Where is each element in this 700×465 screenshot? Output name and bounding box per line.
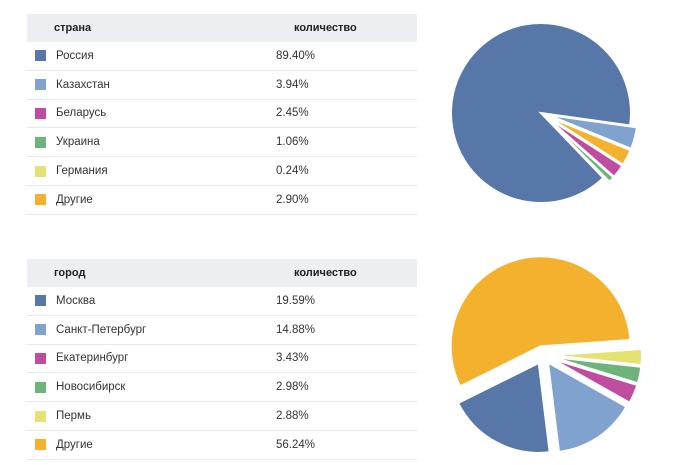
pie-slice-Другие[interactable] xyxy=(449,255,632,388)
table-row: Москва 19.59% xyxy=(27,287,417,316)
row-name: Россия xyxy=(56,49,94,62)
pie-slice-Санкт-Петербург[interactable] xyxy=(546,360,628,453)
legend-swatch xyxy=(35,295,46,307)
legend-swatch xyxy=(35,324,46,336)
row-value: 3.43% xyxy=(276,352,309,365)
row-value: 89.40% xyxy=(276,49,316,62)
row-value: 2.98% xyxy=(276,381,309,394)
country-pie-chart xyxy=(450,22,639,204)
legend-swatch xyxy=(35,107,46,119)
row-value: 19.59% xyxy=(276,294,316,307)
column-header-count[interactable]: количество xyxy=(294,267,357,279)
row-value: 0.24% xyxy=(276,165,309,178)
pie-slice-Другие[interactable] xyxy=(546,115,632,167)
table-row: Россия 89.40% xyxy=(27,42,417,71)
legend-swatch xyxy=(35,79,46,91)
pie-slice-Казахстан[interactable] xyxy=(547,113,639,151)
pie-slice-Новосибирск[interactable] xyxy=(551,355,643,385)
table-row: Новосибирск 2.98% xyxy=(27,373,417,403)
column-header-country[interactable]: страна xyxy=(54,22,92,34)
row-name: Украина xyxy=(56,136,100,149)
legend-swatch xyxy=(35,439,46,451)
row-name: Другие xyxy=(56,438,93,451)
row-value: 56.24% xyxy=(276,438,316,451)
row-value: 3.94% xyxy=(276,78,309,91)
column-header-city[interactable]: город xyxy=(54,267,86,279)
table-header: город количество xyxy=(27,259,417,287)
pie-slice-Екатеринбург[interactable] xyxy=(550,357,639,405)
table-row: Пермь 2.88% xyxy=(27,402,417,431)
legend-swatch xyxy=(35,165,46,177)
table-row: Другие 2.90% xyxy=(27,186,417,215)
legend-swatch xyxy=(35,381,46,393)
table-row: Казахстан 3.94% xyxy=(27,71,417,100)
table-row: Санкт-Петербург 14.88% xyxy=(27,316,417,345)
table-header: страна количество xyxy=(27,14,417,42)
row-name: Другие xyxy=(56,193,93,206)
country-table: страна количество Россия 89.40% Казахста… xyxy=(27,14,417,215)
row-name: Пермь xyxy=(56,410,91,423)
row-name: Беларусь xyxy=(56,107,107,120)
table-row: Германия 0.24% xyxy=(27,157,417,186)
legend-swatch xyxy=(35,352,46,364)
legend-swatch xyxy=(35,410,46,422)
pie-slice-Россия[interactable] xyxy=(450,22,632,204)
city-pie-chart xyxy=(449,255,643,454)
table-row: Другие 56.24% xyxy=(27,431,417,460)
row-value: 1.06% xyxy=(276,136,309,149)
table-row: Беларусь 2.45% xyxy=(27,100,417,129)
row-name: Москва xyxy=(56,294,96,307)
row-name: Екатеринбург xyxy=(56,352,129,365)
table-row: Екатеринбург 3.43% xyxy=(27,345,417,374)
table-row: Украина 1.06% xyxy=(27,128,417,158)
row-value: 2.90% xyxy=(276,193,309,206)
row-value: 2.88% xyxy=(276,410,309,423)
city-table: город количество Москва 19.59% Санкт-Пет… xyxy=(27,259,417,460)
legend-swatch xyxy=(35,194,46,206)
row-value: 14.88% xyxy=(276,323,316,336)
pie-slice-Пермь[interactable] xyxy=(551,347,643,367)
column-header-count[interactable]: количество xyxy=(294,22,357,34)
row-name: Германия xyxy=(56,165,108,178)
row-value: 2.45% xyxy=(276,107,309,120)
row-name: Санкт-Петербург xyxy=(56,323,147,336)
pie-slice-Москва[interactable] xyxy=(456,361,551,454)
row-name: Казахстан xyxy=(56,78,110,91)
legend-swatch xyxy=(35,50,46,62)
row-name: Новосибирск xyxy=(56,381,126,394)
legend-swatch xyxy=(35,136,46,148)
